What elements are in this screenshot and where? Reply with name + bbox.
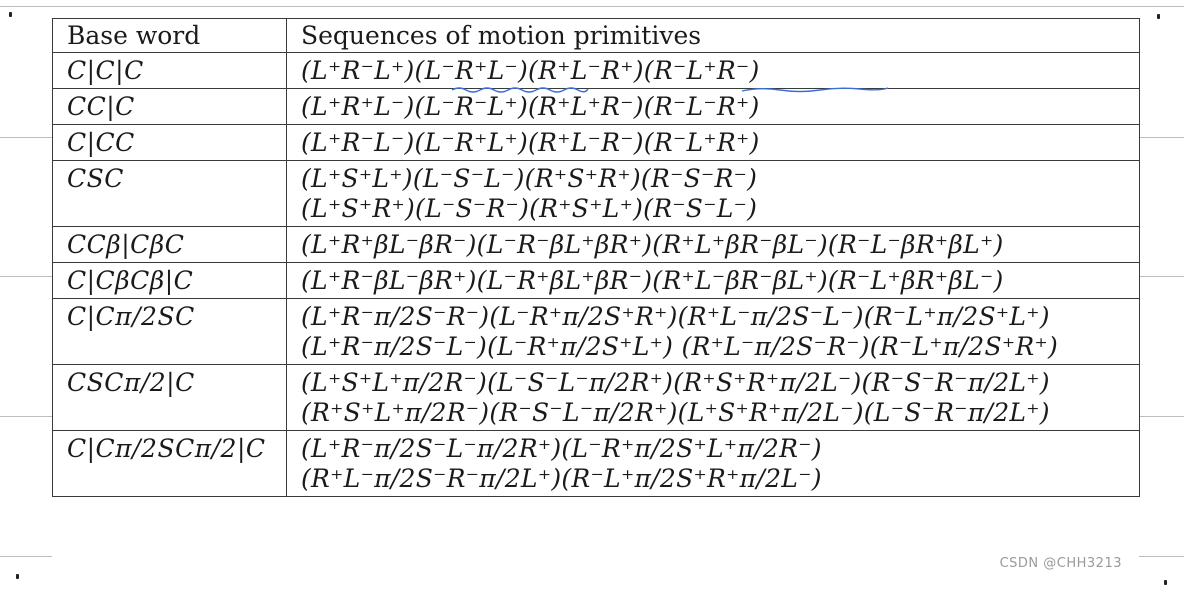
table-row: CCβ|CβC (L⁺R⁺βL⁻βR⁻)(L⁻R⁻βL⁺βR⁺)(R⁺L⁺βR⁻β…: [52, 226, 1140, 263]
scan-line-right-2: [1139, 276, 1184, 277]
table-body: C|C|C (L⁺R⁻L⁺)(L⁻R⁺L⁻)(R⁺L⁻R⁺)(R⁻L⁺R⁻) CC|…: [52, 52, 1140, 497]
table-header-row: Base word Sequences of motion primitives: [52, 18, 1140, 53]
motion-sequence: (L⁺S⁺L⁺π/2R⁻)(L⁻S⁻L⁻π/2R⁺)(R⁺S⁺R⁺π/2L⁻)(…: [301, 368, 1050, 397]
motion-sequence: (R⁺S⁺L⁺π/2R⁻)(R⁻S⁻L⁻π/2R⁺)(L⁺S⁺R⁺π/2L⁻)(…: [301, 398, 1050, 427]
scan-dot-bottom-right: [1164, 580, 1167, 585]
sequences-cell: (L⁺R⁻βL⁻βR⁺)(L⁻R⁺βL⁺βR⁻)(R⁺L⁻βR⁻βL⁺)(R⁻L…: [286, 262, 1140, 299]
sequences-cell: (L⁺R⁺L⁻)(L⁻R⁻L⁺)(R⁺L⁺R⁻)(R⁻L⁻R⁺): [286, 88, 1140, 125]
base-word-cell: C|C|C: [52, 52, 287, 89]
table-row: C|C|C (L⁺R⁻L⁺)(L⁻R⁺L⁻)(R⁺L⁻R⁺)(R⁻L⁺R⁻): [52, 52, 1140, 89]
table-row: C|CβCβ|C (L⁺R⁻βL⁻βR⁺)(L⁻R⁺βL⁺βR⁻)(R⁺L⁻βR⁻…: [52, 262, 1140, 299]
base-word: CSCπ/2|C: [67, 368, 195, 397]
table-row: C|Cπ/2SCπ/2|C (L⁺R⁻π/2S⁻L⁻π/2R⁺)(L⁻R⁺π/2S…: [52, 430, 1140, 497]
sequences-cell: (L⁺R⁻π/2S⁻R⁻)(L⁻R⁺π/2S⁺R⁺)(R⁺L⁻π/2S⁻L⁻)(…: [286, 298, 1140, 365]
motion-sequence: (R⁺L⁻π/2S⁻R⁻π/2L⁺)(R⁻L⁺π/2S⁺R⁺π/2L⁻): [301, 464, 822, 493]
motion-sequence: (L⁺R⁻L⁻)(L⁻R⁺L⁺)(R⁺L⁻R⁻)(R⁻L⁺R⁺): [301, 128, 760, 157]
sequences-cell: (L⁺R⁺βL⁻βR⁻)(L⁻R⁻βL⁺βR⁺)(R⁺L⁺βR⁻βL⁻)(R⁻L…: [286, 226, 1140, 263]
sequences-cell: (L⁺S⁺L⁺)(L⁻S⁻L⁻)(R⁺S⁺R⁺)(R⁻S⁻R⁻) (L⁺S⁺R⁺)…: [286, 160, 1140, 227]
motion-sequence: (L⁺R⁻π/2S⁻R⁻)(L⁻R⁺π/2S⁺R⁺)(R⁺L⁻π/2S⁻L⁻)(…: [301, 302, 1050, 331]
sequences-cell: (L⁺R⁻L⁻)(L⁻R⁺L⁺)(R⁺L⁻R⁻)(R⁻L⁺R⁺): [286, 124, 1140, 161]
scan-dot-top-left: [9, 12, 12, 17]
base-word: C|Cπ/2SC: [67, 302, 195, 331]
header-base-word: Base word: [52, 18, 287, 53]
motion-sequence: (L⁺R⁺L⁻)(L⁻R⁻L⁺)(R⁺L⁺R⁻)(R⁻L⁻R⁺): [301, 92, 760, 121]
sequences-cell: (L⁺S⁺L⁺π/2R⁻)(L⁻S⁻L⁻π/2R⁺)(R⁺S⁺R⁺π/2L⁻)(…: [286, 364, 1140, 431]
motion-sequence: (L⁺R⁻π/2S⁻L⁻π/2R⁺)(L⁻R⁺π/2S⁺L⁺π/2R⁻): [301, 434, 822, 463]
scan-line-right-3: [1139, 416, 1184, 417]
table-row: C|CC (L⁺R⁻L⁻)(L⁻R⁺L⁺)(R⁺L⁻R⁻)(R⁻L⁺R⁺): [52, 124, 1140, 161]
base-word: C|C|C: [67, 56, 144, 85]
motion-primitives-table: Base word Sequences of motion primitives…: [52, 18, 1140, 497]
base-word-cell: CCβ|CβC: [52, 226, 287, 263]
base-word: CSC: [67, 164, 124, 193]
base-word-cell: CSCπ/2|C: [52, 364, 287, 431]
motion-sequence: (L⁺R⁻βL⁻βR⁺)(L⁻R⁺βL⁺βR⁻)(R⁺L⁻βR⁻βL⁺)(R⁻L…: [301, 266, 1004, 295]
scan-dot-bottom-left: [16, 574, 19, 579]
table-row: CC|C (L⁺R⁺L⁻)(L⁻R⁻L⁺)(R⁺L⁺R⁻)(R⁻L⁻R⁺): [52, 88, 1140, 125]
header-sequences: Sequences of motion primitives: [286, 18, 1140, 53]
motion-sequence: (L⁺R⁺βL⁻βR⁻)(L⁻R⁻βL⁺βR⁺)(R⁺L⁺βR⁻βL⁻)(R⁻L…: [301, 230, 1004, 259]
base-word: CCβ|CβC: [67, 230, 185, 259]
scan-line-left-3: [0, 416, 52, 417]
base-word-cell: CC|C: [52, 88, 287, 125]
base-word-cell: C|Cπ/2SCπ/2|C: [52, 430, 287, 497]
table-row: CSC (L⁺S⁺L⁺)(L⁻S⁻L⁻)(R⁺S⁺R⁺)(R⁻S⁻R⁻) (L⁺S⁺…: [52, 160, 1140, 227]
sequences-cell: (L⁺R⁻L⁺)(L⁻R⁺L⁻)(R⁺L⁻R⁺)(R⁻L⁺R⁻): [286, 52, 1140, 89]
scan-line-right-4: [1139, 556, 1184, 557]
motion-sequence: (L⁺R⁻π/2S⁻L⁻)(L⁻R⁺π/2S⁺L⁺) (R⁺L⁻π/2S⁻R⁻)…: [301, 332, 1059, 361]
base-word: C|CβCβ|C: [67, 266, 194, 295]
base-word-cell: CSC: [52, 160, 287, 227]
base-word-cell: C|CC: [52, 124, 287, 161]
base-word: C|Cπ/2SCπ/2|C: [67, 434, 266, 463]
watermark: CSDN @CHH3213: [999, 556, 1122, 571]
underline-annotation-2: [741, 87, 889, 93]
scan-line-left-1: [0, 137, 52, 138]
base-word: CC|C: [67, 92, 135, 121]
table-row: C|Cπ/2SC (L⁺R⁻π/2S⁻R⁻)(L⁻R⁺π/2S⁺R⁺)(R⁺L⁻π…: [52, 298, 1140, 365]
motion-sequence: (L⁺R⁻L⁺)(L⁻R⁺L⁻)(R⁺L⁻R⁺)(R⁻L⁺R⁻): [301, 56, 760, 85]
scan-dot-top-right: [1157, 14, 1160, 19]
base-word-cell: C|CβCβ|C: [52, 262, 287, 299]
scan-line-left-4: [0, 556, 52, 557]
base-word-cell: C|Cπ/2SC: [52, 298, 287, 365]
sequences-cell: (L⁺R⁻π/2S⁻L⁻π/2R⁺)(L⁻R⁺π/2S⁺L⁺π/2R⁻) (R⁺L…: [286, 430, 1140, 497]
motion-sequence: (L⁺S⁺L⁺)(L⁻S⁻L⁻)(R⁺S⁺R⁺)(R⁻S⁻R⁻): [301, 164, 758, 193]
base-word: C|CC: [67, 128, 135, 157]
table-row: CSCπ/2|C (L⁺S⁺L⁺π/2R⁻)(L⁻S⁻L⁻π/2R⁺)(R⁺S⁺R…: [52, 364, 1140, 431]
scan-line-left-2: [0, 276, 52, 277]
motion-sequence: (L⁺S⁺R⁺)(L⁻S⁻R⁻)(R⁺S⁺L⁺)(R⁻S⁻L⁻): [301, 194, 758, 223]
scan-line-right-1: [1139, 137, 1184, 138]
scan-line-top: [0, 6, 1184, 7]
underline-annotation-1: [451, 87, 589, 93]
